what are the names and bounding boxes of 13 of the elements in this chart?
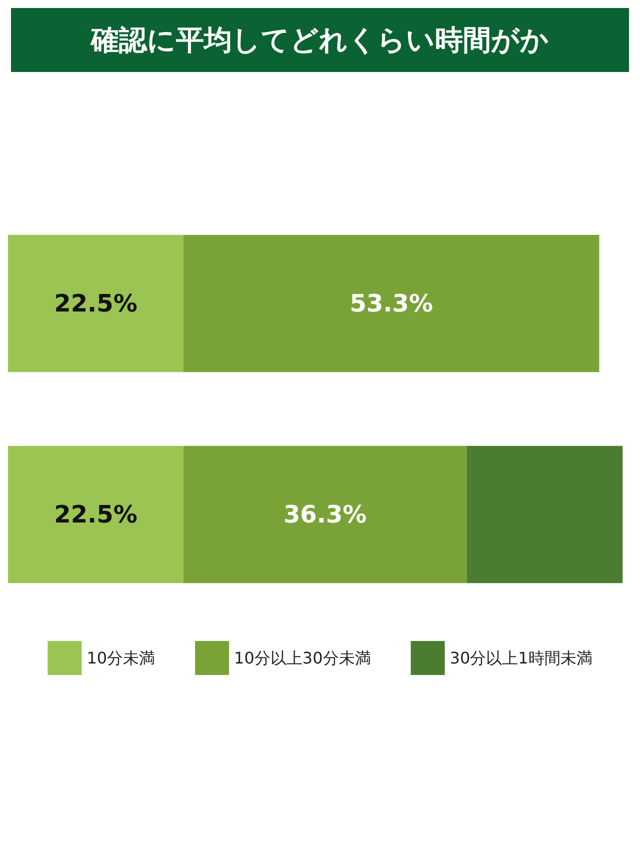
data-label: 22.5% [54,290,138,318]
legend-label: 30分以上1時間未満 [450,648,592,668]
bar [8,446,184,584]
bar [8,234,184,372]
data-label: 22.5% [54,500,138,528]
bar [184,446,467,584]
legend-label: 10分以上30分未満 [234,648,371,668]
data-label: 36.3% [283,500,367,528]
bar [184,234,600,372]
bar [466,446,623,584]
chart-title: 確認に平均してどれくらい時間がか [90,24,549,56]
data-label: 53.3% [350,290,434,318]
legend-label: 10分未満 [86,648,156,668]
